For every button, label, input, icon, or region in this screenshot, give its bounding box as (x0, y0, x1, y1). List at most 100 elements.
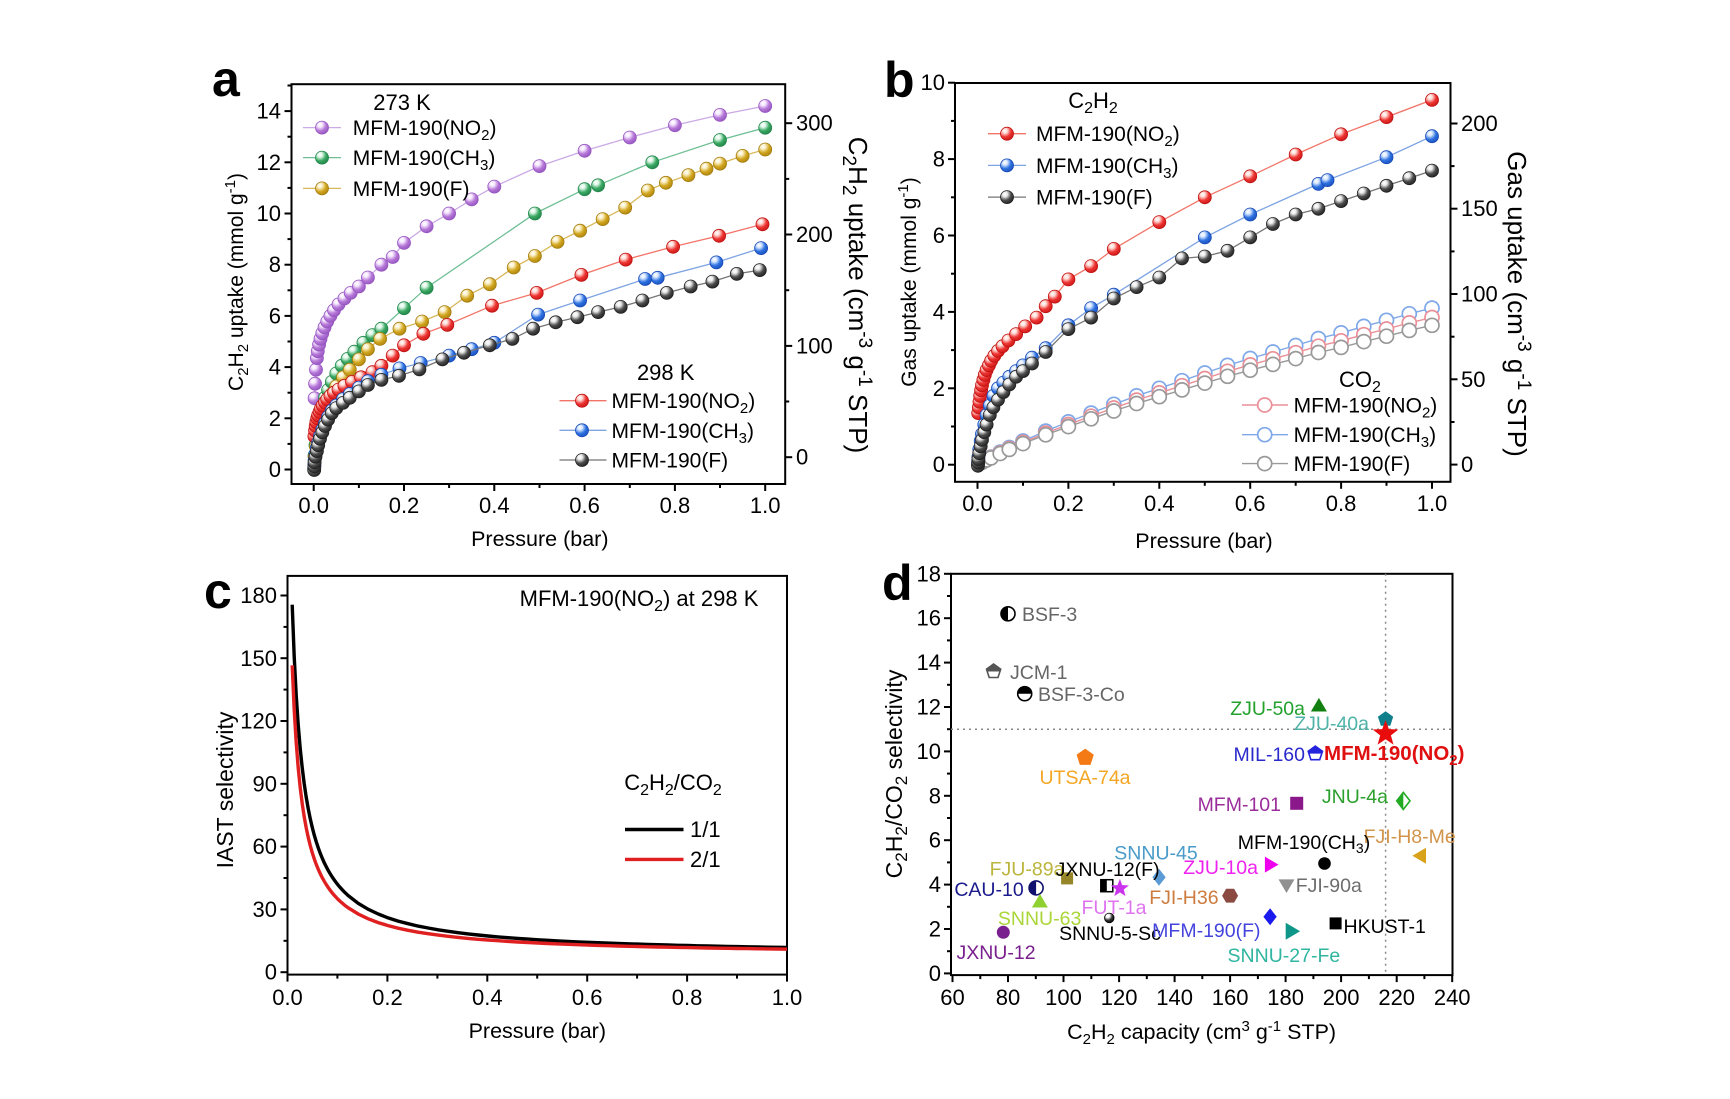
svg-text:0: 0 (933, 452, 945, 477)
svg-text:4: 4 (933, 299, 945, 324)
svg-text:JCM-1: JCM-1 (1010, 662, 1067, 684)
svg-text:IAST selectivity: IAST selectivity (212, 711, 238, 868)
svg-text:MFM-190(NO2​): MFM-190(NO2​) (1036, 123, 1180, 150)
svg-text:0: 0 (796, 445, 808, 470)
svg-text:MIL-160: MIL-160 (1233, 744, 1305, 766)
svg-text:0.0: 0.0 (272, 985, 303, 1010)
svg-text:MFM-190(NO2​): MFM-190(NO2​) (1324, 742, 1464, 769)
svg-text:SNNU-63: SNNU-63 (998, 908, 1081, 930)
svg-text:FJU-89a: FJU-89a (990, 859, 1065, 881)
svg-text:10: 10 (921, 70, 945, 95)
svg-text:C2​H2​: C2​H2​ (1068, 88, 1118, 117)
svg-text:0: 0 (269, 457, 281, 482)
svg-text:BSF-3: BSF-3 (1022, 604, 1077, 626)
svg-text:100: 100 (1045, 985, 1082, 1010)
svg-text:Pressure (bar): Pressure (bar) (471, 527, 608, 551)
svg-text:100: 100 (796, 333, 833, 358)
svg-text:273 K: 273 K (373, 90, 431, 115)
svg-text:6: 6 (269, 303, 281, 328)
svg-text:FJI-H8-Me: FJI-H8-Me (1364, 826, 1456, 848)
svg-text:6: 6 (933, 223, 945, 248)
svg-text:4: 4 (929, 872, 941, 897)
svg-text:8: 8 (929, 783, 941, 808)
svg-text:C2​H2​ uptake (mmol g-1​): C2​H2​ uptake (mmol g-1​) (222, 173, 252, 391)
svg-text:200: 200 (1461, 111, 1498, 136)
svg-text:C2​H2​ capacity (cm3​ g-1​ STP: C2​H2​ capacity (cm3​ g-1​ STP) (1067, 1018, 1336, 1048)
svg-text:0.0: 0.0 (962, 491, 993, 516)
svg-text:SNNU-27-Fe: SNNU-27-Fe (1228, 945, 1341, 967)
svg-text:FJI-90a: FJI-90a (1296, 875, 1362, 897)
svg-text:0.8: 0.8 (1326, 491, 1357, 516)
svg-text:0.6: 0.6 (572, 985, 603, 1010)
svg-text:16: 16 (917, 606, 941, 631)
svg-text:8: 8 (269, 252, 281, 277)
svg-text:0.4: 0.4 (472, 985, 503, 1010)
svg-text:300: 300 (796, 111, 833, 136)
svg-text:200: 200 (796, 222, 833, 247)
svg-text:240: 240 (1434, 985, 1471, 1010)
svg-text:2: 2 (269, 406, 281, 431)
svg-text:C2​H2​/CO2​: C2​H2​/CO2​ (624, 770, 722, 799)
svg-text:0.2: 0.2 (372, 985, 403, 1010)
svg-text:MFM-190(CH3​): MFM-190(CH3​) (1294, 424, 1437, 451)
svg-text:JXNU-12: JXNU-12 (956, 942, 1035, 964)
svg-text:80: 80 (996, 985, 1020, 1010)
svg-text:180: 180 (240, 583, 277, 608)
svg-text:12: 12 (257, 150, 281, 175)
svg-text:Pressure (bar): Pressure (bar) (1135, 529, 1272, 553)
svg-text:298 K: 298 K (637, 360, 695, 385)
svg-text:0.2: 0.2 (1053, 491, 1084, 516)
svg-text:MFM-190(F): MFM-190(F) (353, 178, 470, 201)
svg-text:Pressure (bar): Pressure (bar) (469, 1019, 606, 1043)
svg-text:d: d (882, 555, 913, 611)
svg-text:C2​H2​/CO2​ selectivity: C2​H2​/CO2​ selectivity (881, 669, 911, 878)
svg-text:MFM-190(NO2​) at 298 K: MFM-190(NO2​) at 298 K (520, 586, 759, 615)
svg-text:1.0: 1.0 (1417, 491, 1448, 516)
svg-text:MFM-190(F): MFM-190(F) (1036, 187, 1153, 210)
svg-text:0.4: 0.4 (1144, 491, 1175, 516)
svg-text:ZJU-40a: ZJU-40a (1294, 713, 1369, 735)
svg-text:150: 150 (1461, 196, 1498, 221)
svg-text:18: 18 (917, 561, 941, 586)
svg-text:0.8: 0.8 (672, 985, 703, 1010)
svg-text:MFM-190(NO2​): MFM-190(NO2​) (353, 117, 497, 144)
svg-text:10: 10 (257, 201, 281, 226)
svg-text:2: 2 (929, 917, 941, 942)
svg-text:SNNU-5-Sc: SNNU-5-Sc (1059, 923, 1161, 945)
svg-text:2: 2 (933, 376, 945, 401)
svg-text:a: a (212, 51, 241, 107)
svg-text:0: 0 (1461, 452, 1473, 477)
svg-text:MFM-190(F): MFM-190(F) (1152, 920, 1260, 942)
svg-text:MFM-190(CH3​): MFM-190(CH3​) (612, 420, 755, 447)
svg-text:MFM-190(F): MFM-190(F) (612, 450, 729, 473)
svg-text:0.4: 0.4 (479, 493, 510, 518)
svg-text:150: 150 (240, 646, 277, 671)
svg-text:FJI-H36: FJI-H36 (1149, 887, 1218, 909)
svg-text:6: 6 (929, 828, 941, 853)
svg-text:MFM-190(NO2​): MFM-190(NO2​) (1294, 395, 1438, 422)
svg-text:10: 10 (917, 739, 941, 764)
svg-text:4: 4 (269, 355, 281, 380)
svg-text:FUT-1a: FUT-1a (1081, 897, 1146, 919)
svg-text:120: 120 (240, 709, 277, 734)
svg-text:JXNU-12(F): JXNU-12(F) (1056, 859, 1160, 881)
svg-text:200: 200 (1323, 985, 1360, 1010)
svg-text:60: 60 (253, 834, 277, 859)
svg-text:160: 160 (1212, 985, 1249, 1010)
svg-text:0.8: 0.8 (660, 493, 691, 518)
svg-text:0.0: 0.0 (298, 493, 329, 518)
svg-text:ZJU-50a: ZJU-50a (1230, 698, 1305, 720)
svg-text:MFM-190(F): MFM-190(F) (1294, 453, 1411, 476)
svg-text:14: 14 (257, 99, 281, 124)
svg-text:220: 220 (1378, 985, 1415, 1010)
svg-text:100: 100 (1461, 282, 1498, 307)
svg-text:b: b (884, 52, 915, 108)
svg-text:c: c (204, 563, 232, 619)
svg-text:MFM-190(CH3​): MFM-190(CH3​) (1238, 832, 1370, 856)
svg-text:HKUST-1: HKUST-1 (1344, 916, 1426, 938)
svg-text:8: 8 (933, 147, 945, 172)
svg-text:1.0: 1.0 (750, 493, 781, 518)
svg-text:MFM-190(CH3​): MFM-190(CH3​) (353, 147, 496, 174)
svg-text:12: 12 (917, 695, 941, 720)
svg-text:1/1: 1/1 (690, 817, 721, 842)
